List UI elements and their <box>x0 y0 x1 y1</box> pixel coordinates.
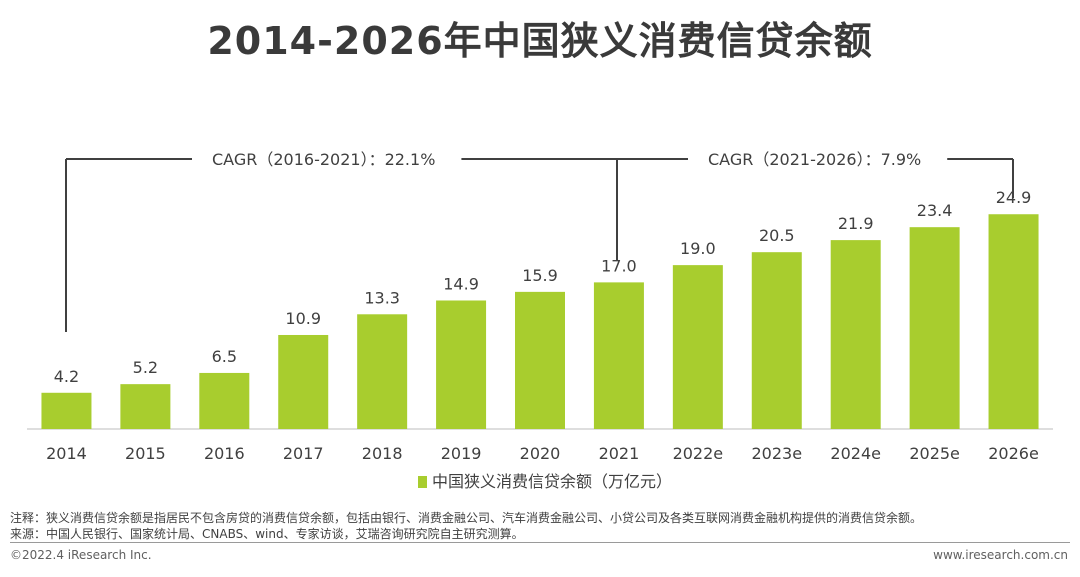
chart-title: 2014-2026年中国狭义消费信贷余额 <box>207 19 873 63</box>
bar-2021 <box>593 282 644 429</box>
x-tick-label-2016: 2016 <box>204 444 245 463</box>
x-tick-label-2015: 2015 <box>125 444 166 463</box>
footer-divider <box>10 542 1070 543</box>
bar-2016 <box>199 372 250 429</box>
website: www.iresearch.com.cn <box>933 548 1068 562</box>
footnote-source: 来源：中国人民银行、国家统计局、CNABS、wind、专家访谈，艾瑞咨询研究院自… <box>10 527 524 541</box>
x-tick-label-2024e: 2024e <box>830 444 881 463</box>
bar-2024e <box>830 240 881 429</box>
bar-2015 <box>120 384 171 429</box>
value-label-2022e: 19.0 <box>680 239 716 258</box>
footnote-note: 注释：狭义消费信贷余额是指居民不包含房贷的消费信贷余额，包括由银行、消费金融公司… <box>10 511 923 525</box>
x-tick-label-2026e: 2026e <box>988 444 1039 463</box>
bar-2017 <box>278 334 329 429</box>
value-label-2017: 10.9 <box>285 309 321 328</box>
x-tick-label-2017: 2017 <box>283 444 324 463</box>
value-label-2024e: 21.9 <box>838 214 874 233</box>
value-label-2020: 15.9 <box>522 266 558 285</box>
bar-chart: 4.2 2014 5.2 2015 6.5 2016 10.9 2017 13.3 2018 14.… <box>27 150 1053 491</box>
legend-label: 中国狭义消费信贷余额（万亿元） <box>432 472 672 491</box>
value-label-2016: 6.5 <box>212 347 237 366</box>
value-label-2025e: 23.4 <box>917 201 953 220</box>
x-tick-label-2025e: 2025e <box>909 444 960 463</box>
bar-2014 <box>41 392 92 429</box>
value-label-2019: 14.9 <box>443 274 479 293</box>
copyright: ©2022.4 iResearch Inc. <box>10 548 152 562</box>
value-label-2023e: 20.5 <box>759 226 795 245</box>
x-tick-label-2019: 2019 <box>441 444 482 463</box>
value-label-2018: 13.3 <box>364 288 400 307</box>
cagr-annotation-1: CAGR（2016-2021）：22.1% <box>212 150 435 169</box>
bar-2022e <box>672 265 723 429</box>
x-tick-label-2014: 2014 <box>46 444 87 463</box>
x-tick-label-2020: 2020 <box>520 444 561 463</box>
x-tick-label-2018: 2018 <box>362 444 403 463</box>
value-label-2021: 17.0 <box>601 256 637 275</box>
x-tick-label-2023e: 2023e <box>751 444 802 463</box>
value-label-2015: 5.2 <box>133 358 158 377</box>
bar-2019 <box>436 300 487 429</box>
legend-swatch <box>418 476 427 488</box>
bar-2023e <box>751 252 802 429</box>
bar-2025e <box>909 227 960 429</box>
bar-2020 <box>515 291 565 429</box>
bar-2026e <box>988 214 1039 429</box>
value-label-2014: 4.2 <box>54 367 79 386</box>
cagr-annotation-2: CAGR（2021-2026）：7.9% <box>708 150 921 169</box>
bar-2018 <box>357 314 408 429</box>
x-tick-label-2021: 2021 <box>599 444 640 463</box>
x-tick-label-2022e: 2022e <box>673 444 724 463</box>
